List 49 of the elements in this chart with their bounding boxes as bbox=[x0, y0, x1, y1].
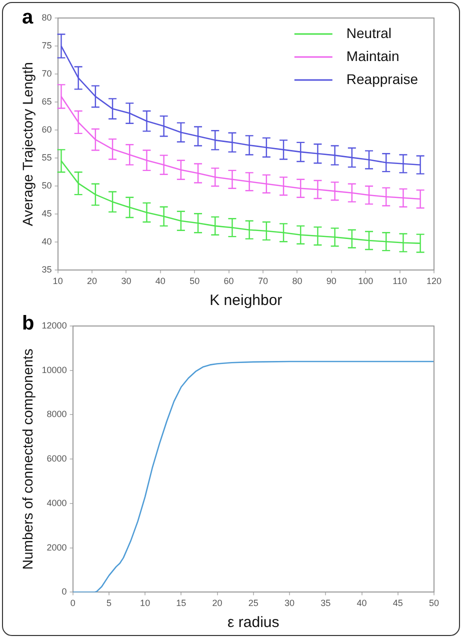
x-tick-label: 10 bbox=[140, 598, 150, 608]
legend-label: Neutral bbox=[346, 24, 392, 41]
legend-label: Maintain bbox=[346, 48, 400, 64]
x-tick-label: 45 bbox=[392, 598, 403, 608]
y-tick-label: 6000 bbox=[46, 454, 67, 464]
y-tick-label: 80 bbox=[42, 12, 52, 22]
y-tick-label: 0 bbox=[62, 586, 67, 597]
x-tick-label: 5 bbox=[106, 598, 112, 608]
y-tick-label: 50 bbox=[42, 180, 52, 191]
y-tick-label: 2000 bbox=[46, 542, 67, 552]
x-tick-label: 20 bbox=[87, 276, 98, 286]
x-tick-label: 50 bbox=[428, 598, 440, 608]
x-tick-label: 10 bbox=[52, 276, 63, 286]
x-tick-label: 30 bbox=[284, 598, 295, 608]
x-tick-label: 70 bbox=[258, 276, 268, 286]
text: b bbox=[22, 312, 34, 335]
x-tick-label: 110 bbox=[392, 276, 407, 286]
x-tick-label: 120 bbox=[426, 276, 442, 286]
x-tick-label: 50 bbox=[190, 276, 200, 286]
x-tick-label: 80 bbox=[292, 276, 302, 286]
x-tick-label: 100 bbox=[358, 276, 374, 286]
x-tick-label: 25 bbox=[248, 598, 258, 608]
y-tick-label: 8000 bbox=[46, 409, 67, 420]
x-tick-label: 20 bbox=[212, 598, 222, 608]
x-tick-label: 40 bbox=[356, 598, 367, 608]
x-tick-label: 40 bbox=[155, 276, 166, 286]
y-tick-label: 70 bbox=[42, 68, 52, 79]
y-tick-label: 65 bbox=[42, 96, 52, 107]
y-tick-label: 60 bbox=[42, 124, 52, 135]
y-axis-title: Numbers of connected components bbox=[19, 348, 36, 570]
x-tick-label: 0 bbox=[70, 598, 76, 608]
y-tick-label: 55 bbox=[42, 152, 52, 163]
x-tick-label: 30 bbox=[121, 276, 132, 286]
y-tick-label: 4000 bbox=[46, 498, 67, 508]
legend-label: Reappraise bbox=[346, 70, 418, 87]
y-tick-label: 40 bbox=[42, 236, 52, 247]
x-tick-label: 90 bbox=[326, 276, 336, 286]
x-axis-title: ε radius bbox=[228, 614, 280, 632]
y-tick-label: 75 bbox=[42, 40, 52, 51]
y-tick-label: 35 bbox=[42, 264, 52, 275]
text: a bbox=[22, 6, 34, 29]
y-axis-title: Average Trajectory Length bbox=[19, 62, 36, 226]
x-tick-label: 60 bbox=[224, 276, 234, 286]
y-tick-label: 10000 bbox=[42, 364, 67, 375]
x-tick-label: 15 bbox=[176, 598, 186, 608]
y-tick-label: 45 bbox=[42, 208, 52, 219]
x-axis-title: K neighbor bbox=[210, 292, 282, 310]
x-tick-label: 35 bbox=[320, 598, 331, 608]
y-tick-label: 12000 bbox=[42, 320, 67, 330]
